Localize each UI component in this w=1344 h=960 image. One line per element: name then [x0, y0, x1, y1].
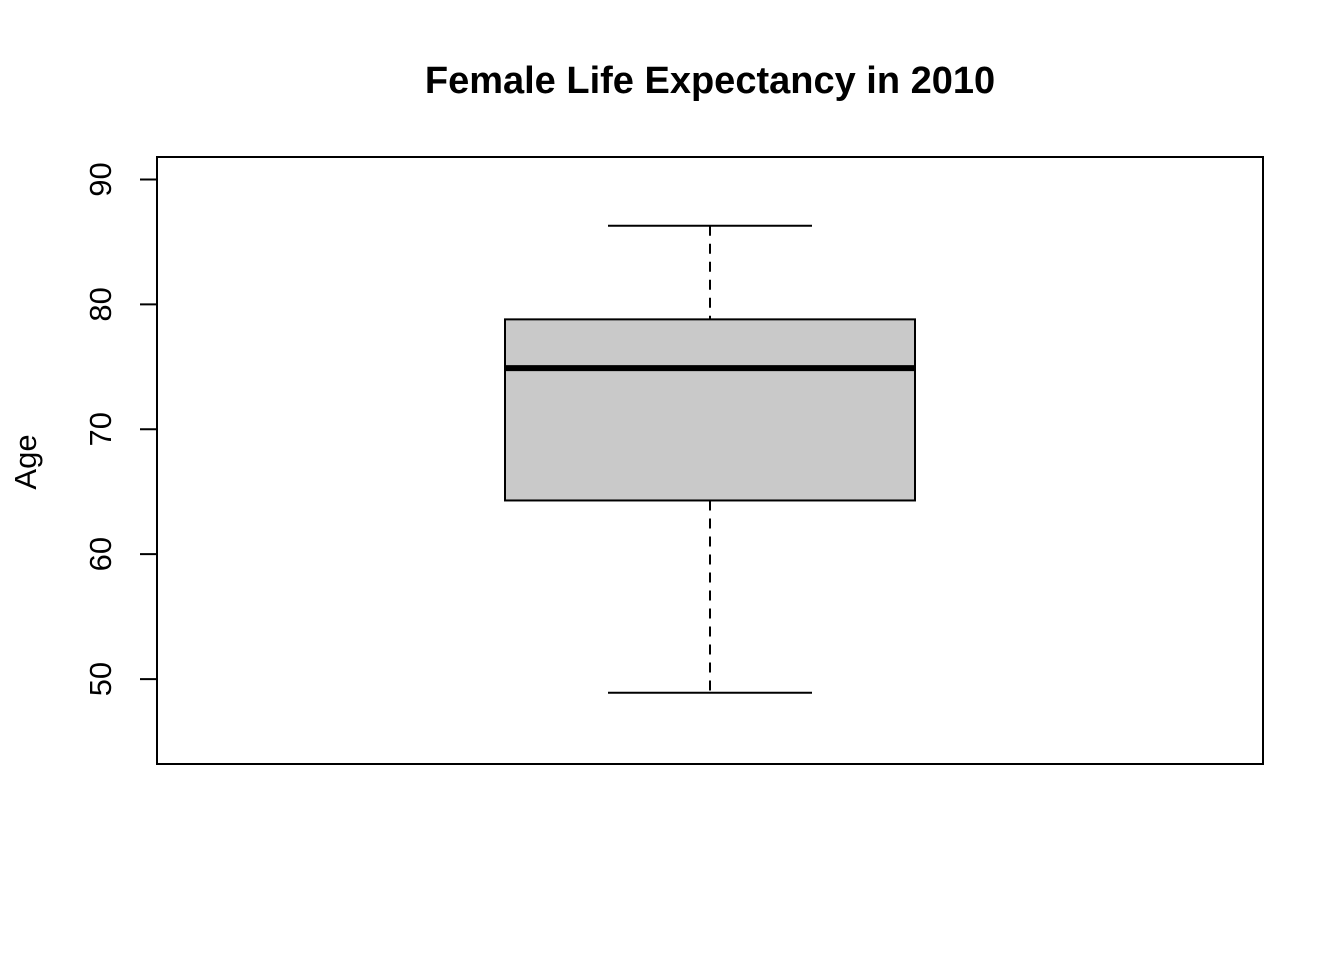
y-axis: 50 60 70 80 90 — [83, 162, 158, 696]
y-tick-label: 70 — [83, 412, 118, 446]
interquartile-box — [504, 318, 916, 502]
y-tick-label: 90 — [83, 162, 118, 196]
y-tick-label: 80 — [83, 287, 118, 321]
box-plot-layer — [504, 224, 916, 694]
y-tick-label: 50 — [83, 662, 118, 696]
y-tick-label: 60 — [83, 537, 118, 571]
y-axis-label: Age — [8, 434, 43, 489]
chart-title: Female Life Expectancy in 2010 — [425, 60, 995, 102]
